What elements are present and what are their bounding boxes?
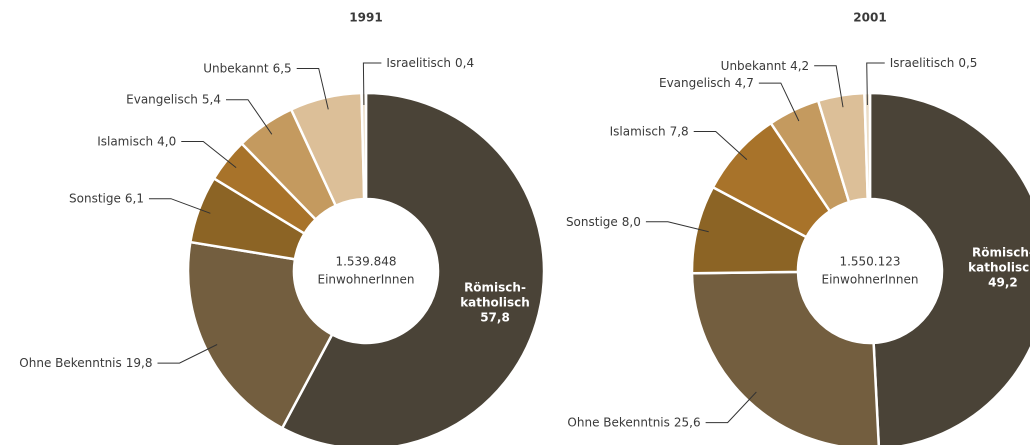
leader-line: [645, 221, 709, 233]
leader-line: [157, 344, 218, 364]
category-label: Islamisch: [610, 124, 666, 138]
value-label: 6,1: [125, 191, 144, 205]
category-label: Ohne Bekenntnis: [567, 415, 669, 429]
category-label: Sonstige: [566, 214, 618, 228]
slice-label: Sonstige 6,1: [69, 191, 144, 205]
category-label: Römisch-katholisch: [460, 280, 530, 310]
leader-line: [866, 62, 885, 106]
slice: [360, 91, 368, 201]
value-label: 0,4: [455, 56, 474, 70]
center-value: 1.550.123: [839, 255, 900, 269]
value-label: 25,6: [674, 415, 701, 429]
chart-title: 1991: [349, 11, 382, 25]
leader-line: [705, 391, 757, 424]
leader-line: [296, 67, 329, 110]
value-label: 19,8: [126, 356, 153, 370]
slice-label: Ohne Bekenntnis 25,6: [567, 415, 700, 429]
slice-label: Evangelisch 5,4: [126, 92, 221, 106]
slice: [690, 270, 881, 445]
center-unit: EinwohnerInnen: [822, 273, 919, 287]
category-label: Römisch-katholisch: [968, 245, 1030, 275]
slice: [280, 91, 546, 445]
value-label: 49,2: [988, 275, 1018, 290]
leader-line: [693, 130, 748, 161]
slice-label: Römisch-katholisch49,2: [963, 245, 1030, 290]
leader-line: [148, 198, 211, 214]
slice: [868, 91, 1030, 445]
slice-label: Islamisch 4,0: [97, 134, 176, 148]
center-unit: EinwohnerInnen: [318, 273, 415, 287]
slice-label: Evangelisch 4,7: [659, 76, 754, 90]
category-label: Evangelisch: [126, 92, 198, 106]
value-label: 0,5: [958, 56, 977, 70]
category-label: Sonstige: [69, 191, 121, 205]
category-label: Ohne Bekenntnis: [19, 356, 121, 370]
slice: [186, 240, 334, 430]
leader-line: [758, 82, 800, 122]
chart-title: 2001: [853, 11, 886, 25]
value-label: 8,0: [622, 214, 641, 228]
category-label: Evangelisch: [659, 76, 731, 90]
category-label: Islamisch: [97, 134, 153, 148]
slice-label: Römisch-katholisch 57,8: [455, 281, 535, 326]
leader-line: [226, 99, 273, 135]
center-value: 1.539.848: [335, 255, 396, 269]
value-label: 7,8: [670, 124, 689, 138]
slice-label: Unbekannt 6,5: [203, 61, 292, 75]
category-label: Unbekannt: [203, 61, 269, 75]
category-label: Unbekannt: [721, 58, 787, 72]
value-label: 57,8: [480, 310, 510, 325]
leader-line: [362, 62, 382, 106]
slice-label: Ohne Bekenntnis 19,8: [19, 356, 152, 370]
slice-label: Israelitisch 0,4: [386, 56, 474, 70]
slice-label: Israelitisch 0,5: [890, 56, 978, 70]
value-label: 4,2: [790, 58, 809, 72]
value-label: 4,7: [735, 76, 754, 90]
category-label: Israelitisch: [386, 56, 451, 70]
leader-line: [814, 65, 844, 108]
value-label: 6,5: [273, 61, 292, 75]
slice-label: Sonstige 8,0: [566, 214, 641, 228]
leader-line: [181, 140, 237, 169]
value-label: 4,0: [157, 134, 176, 148]
slice-label: Unbekannt 4,2: [721, 58, 810, 72]
category-label: Israelitisch: [890, 56, 955, 70]
slice: [863, 91, 872, 201]
value-label: 5,4: [202, 92, 221, 106]
slice-label: Islamisch 7,8: [610, 124, 689, 138]
